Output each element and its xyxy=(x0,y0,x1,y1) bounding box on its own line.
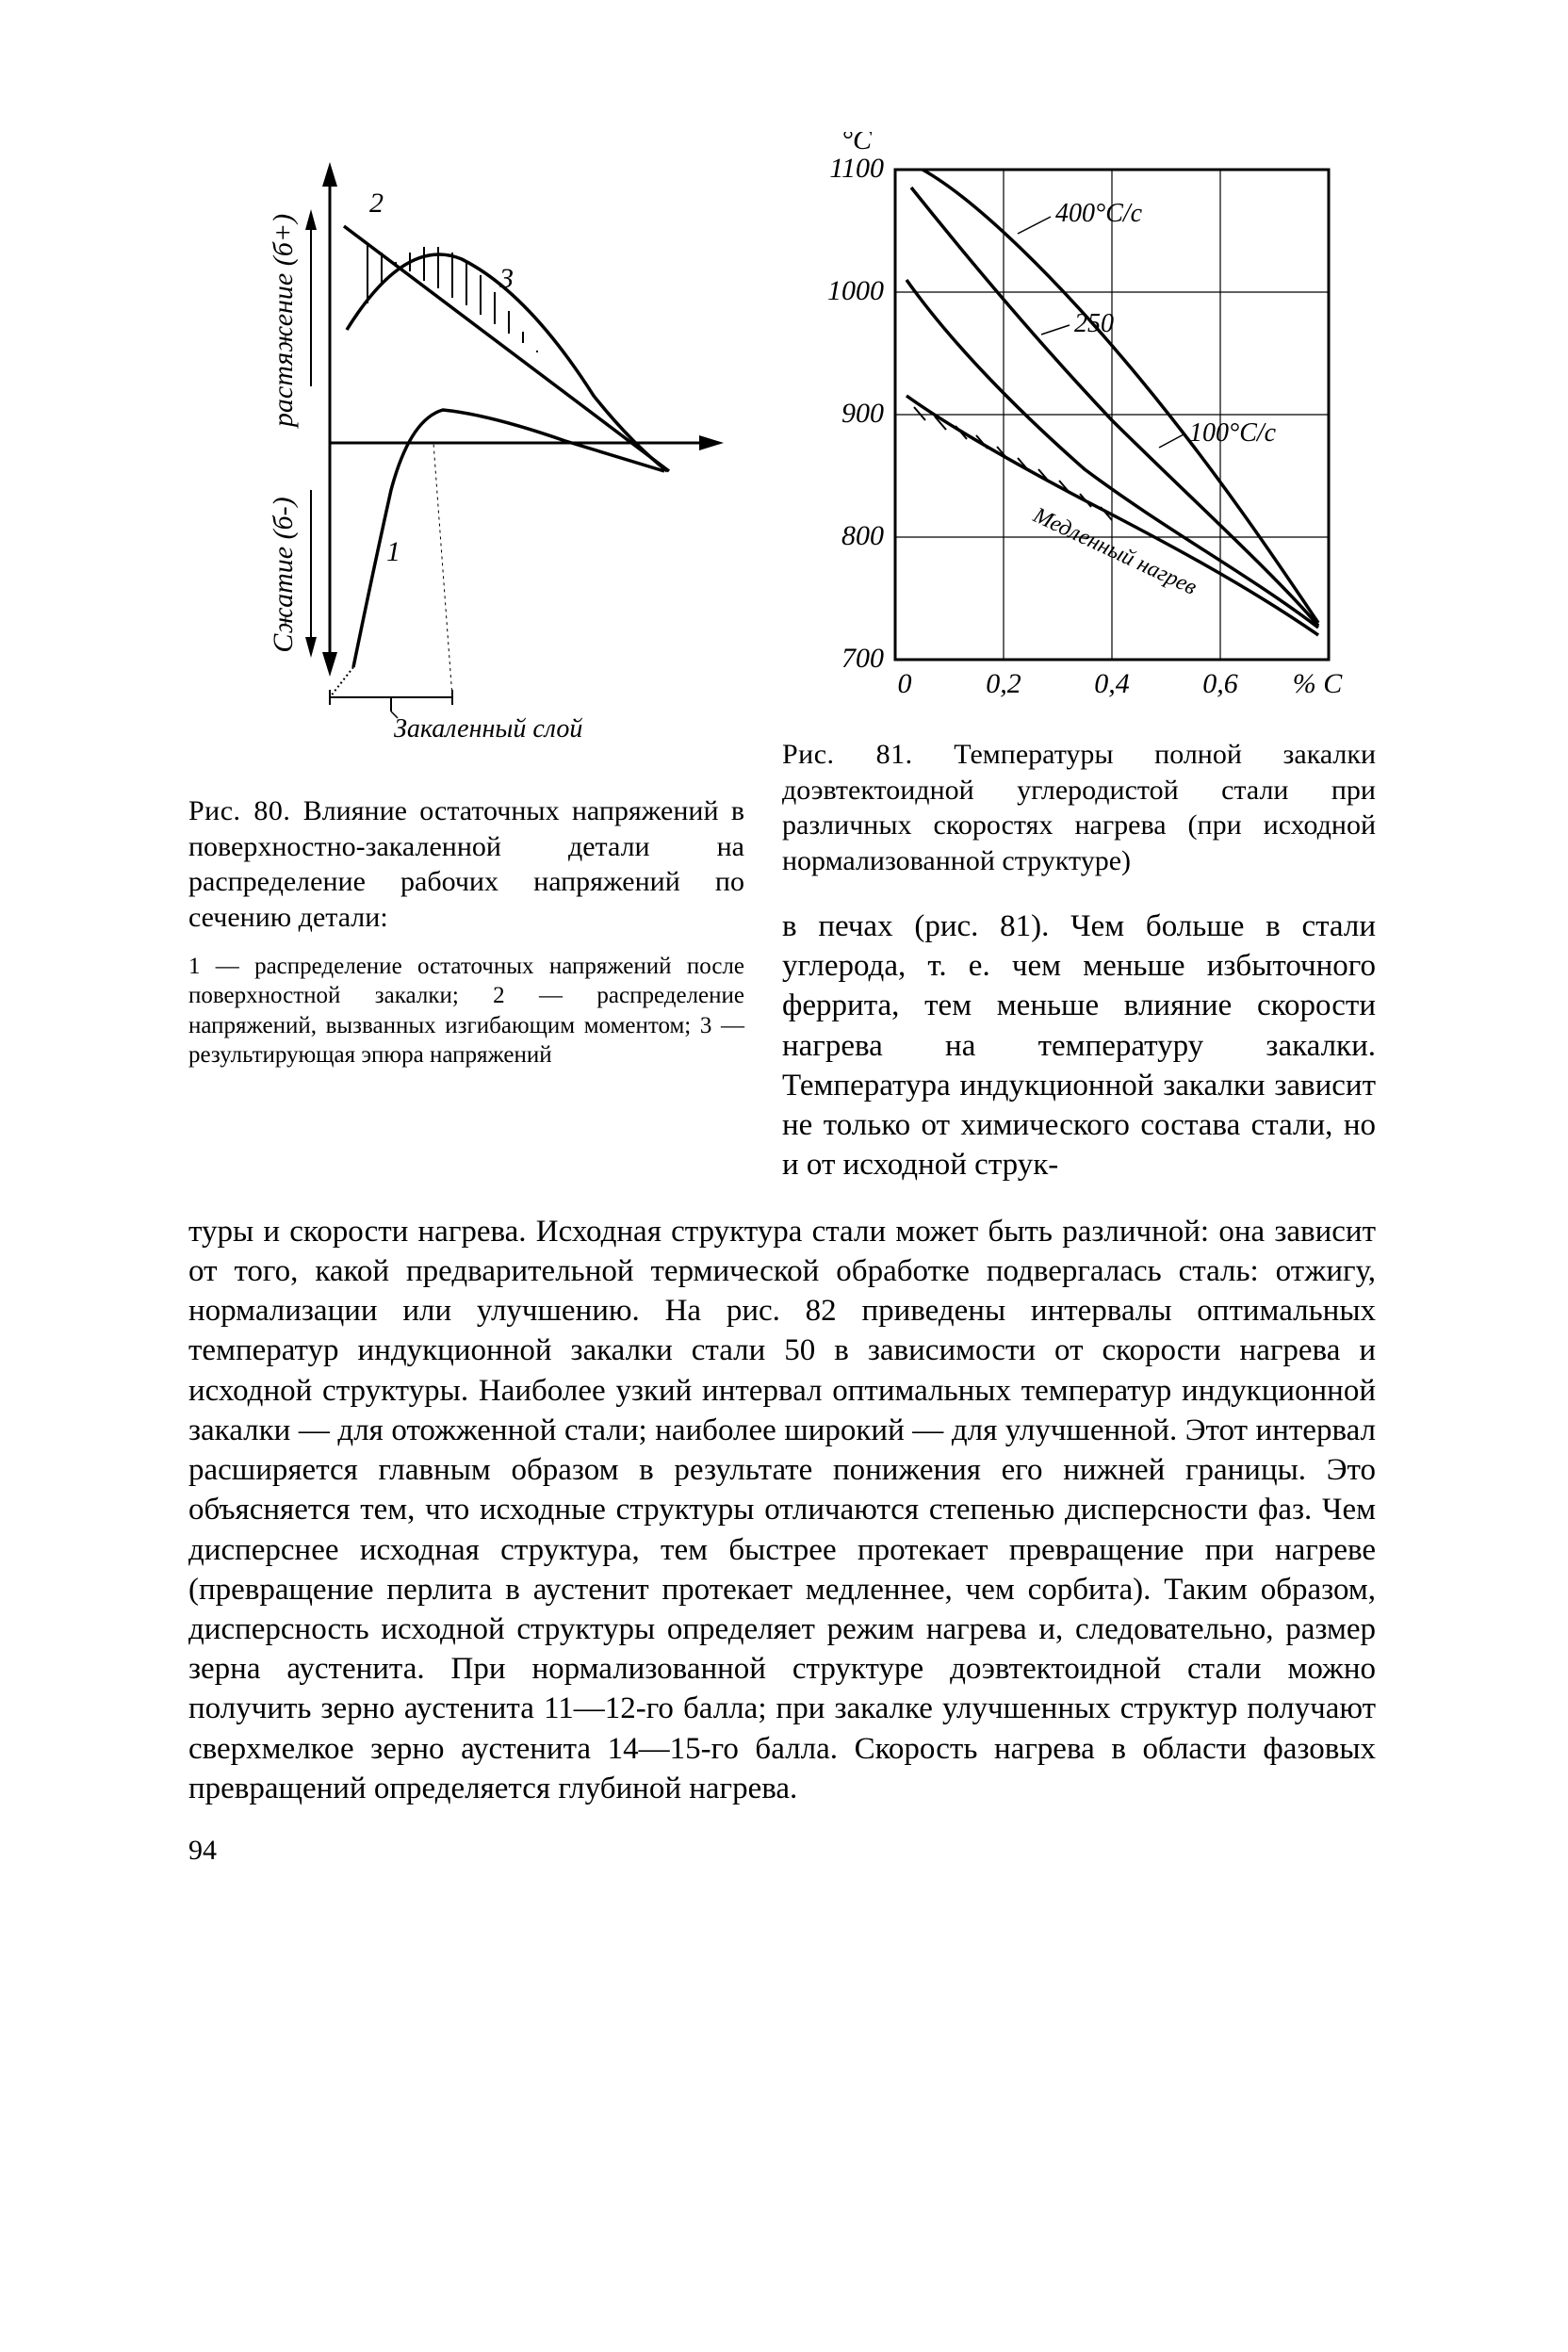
fig80-caption: Рис. 80. Влияние остаточных напряжений в… xyxy=(188,793,744,935)
fig81-title: Рис. 81. xyxy=(782,739,913,770)
fig81-hatch xyxy=(914,407,1112,520)
body-text-right-col: в печах (рис. 81). Чем больше в стали уг… xyxy=(782,906,1376,1185)
fig81-lbl-400: 400°C/с xyxy=(1055,199,1143,228)
fig80-legend: 1 — распределение остаточных напряжений … xyxy=(188,952,744,1070)
fig81-ytick-1100: 1100 xyxy=(829,153,884,184)
fig81-caption: Рис. 81. Температуры полной закалки доэв… xyxy=(782,737,1376,878)
fig81-chart: 1100 1000 900 800 700 °C 0 0,2 0,4 0,6 %… xyxy=(782,132,1376,716)
fig80-ylabel-down: Сжатие (б-) xyxy=(268,497,299,652)
figures-row: растяжение (б+) Сжатие (б-) 2 xyxy=(188,132,1376,1185)
fig81-xtick-0: 0 xyxy=(898,668,912,699)
fig80-title: Рис. 80. xyxy=(188,795,290,826)
fig81-ytick-800: 800 xyxy=(841,520,884,551)
fig81-xtick-04: 0,4 xyxy=(1094,668,1130,699)
fig80-label-1: 1 xyxy=(386,536,400,567)
fig81-xtick-06: 0,6 xyxy=(1202,668,1238,699)
fig81-xlabel: % C xyxy=(1293,668,1343,699)
body-text-full: туры и скорости нагрева. Исходная структ… xyxy=(188,1212,1376,1809)
fig81-ytick-900: 900 xyxy=(841,398,884,429)
fig81-grid xyxy=(895,170,1329,660)
fig80-label-3: 3 xyxy=(498,263,514,294)
fig80-hardened-layer-label: Закаленный слой xyxy=(394,714,582,743)
left-column: растяжение (б+) Сжатие (б-) 2 xyxy=(188,132,744,1185)
fig80-chart: растяжение (б+) Сжатие (б-) 2 xyxy=(188,132,744,773)
fig81-lbl-100: 100°C/с xyxy=(1189,418,1277,448)
fig80-ylabel-up: растяжение (б+) xyxy=(268,214,299,429)
page-number: 94 xyxy=(188,1835,1376,1867)
fig81-ytick-700: 700 xyxy=(841,643,884,674)
fig81-xtick-02: 0,2 xyxy=(986,668,1021,699)
page: растяжение (б+) Сжатие (б-) 2 xyxy=(188,132,1376,1867)
fig80-label-2: 2 xyxy=(369,188,384,219)
fig81-ylabel: °C xyxy=(841,132,873,155)
fig81-ytick-1000: 1000 xyxy=(827,275,884,306)
fig81-lbl-250: 250 xyxy=(1074,309,1114,338)
right-column: 1100 1000 900 800 700 °C 0 0,2 0,4 0,6 %… xyxy=(782,132,1376,1185)
fig80-hatch xyxy=(368,243,537,352)
